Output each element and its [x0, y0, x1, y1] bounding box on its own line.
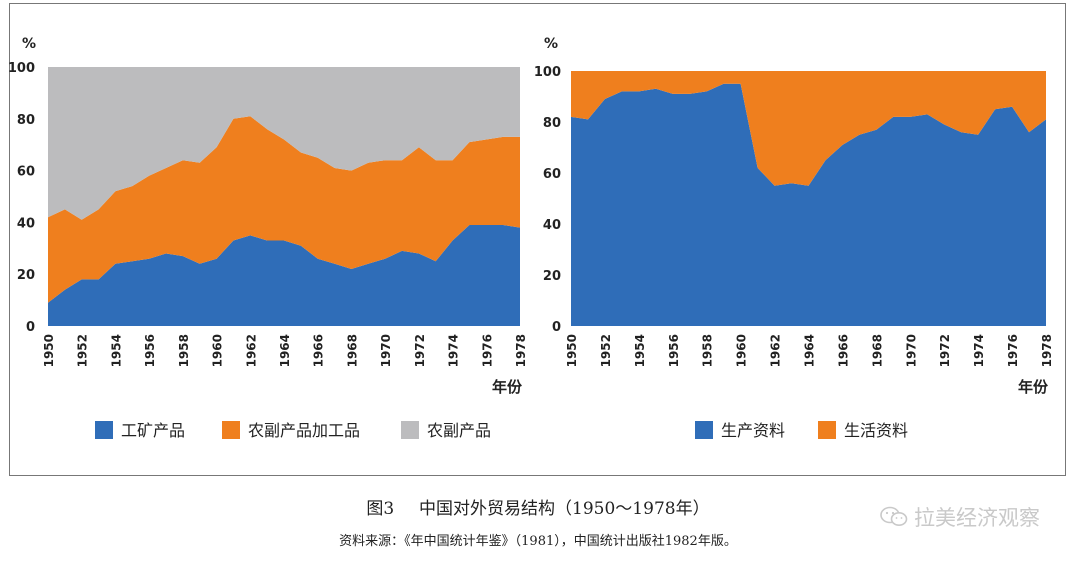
figure-frame: [9, 3, 1066, 476]
x-tick-label: 1962: [769, 334, 783, 367]
wechat-icon: [880, 506, 908, 526]
x-tick-label: 1960: [735, 334, 749, 367]
caption-title: 中国对外贸易结构（1950～1978年）: [419, 499, 710, 519]
watermark-text: 拉美经济观察: [914, 506, 1040, 530]
chart-right: 0 20 40 60 80 100% 1950 1952 1954 1956 1958 1960 196…: [534, 36, 1054, 440]
x-tick-label: 1950: [565, 334, 579, 367]
legend-swatch: [818, 421, 836, 439]
legend-label: 生产资料: [721, 421, 785, 440]
y-tick-label: 40: [543, 218, 561, 233]
x-tick-label: 1966: [836, 334, 850, 367]
legend-item: 工矿产品: [95, 421, 185, 440]
x-tick-label: 1956: [143, 334, 157, 367]
y-unit-label: %: [544, 36, 558, 52]
legend-label: 农副产品: [427, 421, 491, 440]
y-tick-label: 100: [8, 61, 35, 76]
legend-label: 生活资料: [844, 421, 908, 440]
area-series-3: [48, 67, 520, 220]
x-tick-label: 1972: [413, 334, 427, 367]
x-tick-label: 1958: [177, 334, 191, 367]
x-tick-label: 1974: [447, 334, 461, 367]
source-note: 资料来源：《年中国统计年鉴》（1981），中国统计出版社1982年版。: [339, 534, 737, 549]
caption-figure-number: 图3: [366, 499, 395, 519]
y-tick-label: 0: [26, 320, 35, 335]
x-tick-label: 1950: [42, 334, 56, 367]
x-tick-label: 1952: [599, 334, 613, 367]
y-tick-label: 20: [17, 268, 35, 283]
legend-label: 工矿产品: [121, 421, 185, 440]
y-tick-label: 20: [543, 269, 561, 284]
legend-swatch: [95, 421, 113, 439]
x-tick-label: 1956: [667, 334, 681, 367]
legend-swatch: [401, 421, 419, 439]
watermark: 拉美经济观察: [880, 502, 1040, 532]
x-tick-label: 1968: [345, 334, 359, 367]
legend-label: 农副产品加工品: [248, 421, 360, 440]
x-tick-label: 1974: [972, 334, 986, 367]
x-tick-label: 1976: [480, 334, 494, 367]
x-tick-label: 1952: [76, 334, 90, 367]
y-tick-label: 40: [17, 216, 35, 231]
x-tick-label: 1964: [278, 334, 292, 367]
area-series-1: [571, 83, 1046, 326]
legend-swatch: [222, 421, 240, 439]
figure-caption: 图3 中国对外贸易结构（1950～1978年）: [0, 494, 1076, 519]
x-tick-label: 1978: [514, 334, 528, 367]
x-axis-title: 年份: [1018, 378, 1049, 396]
legend-item: 生产资料: [695, 421, 785, 440]
x-tick-label: 1964: [803, 334, 817, 367]
x-tick-label: 1954: [109, 334, 123, 367]
x-tick-label: 1978: [1040, 334, 1054, 367]
legend-item: 生活资料: [818, 421, 908, 440]
y-tick-label: 100: [534, 65, 561, 80]
y-tick-label: 80: [17, 113, 35, 128]
x-tick-label: 1968: [870, 334, 884, 367]
area-series-1: [48, 225, 520, 326]
x-tick-label: 1960: [211, 334, 225, 367]
x-tick-label: 1970: [904, 334, 918, 367]
y-unit-label: %: [22, 36, 36, 52]
y-tick-label: 80: [543, 116, 561, 131]
area-series-2: [48, 116, 520, 303]
legend-item: 农副产品: [401, 421, 491, 440]
x-tick-label: 1958: [701, 334, 715, 367]
y-tick-label: 60: [543, 167, 561, 182]
legend-swatch: [695, 421, 713, 439]
x-tick-label: 1972: [938, 334, 952, 367]
legend-item: 农副产品加工品: [222, 421, 360, 440]
x-tick-label: 1970: [379, 334, 393, 367]
chart-left: 0 20 40 60 80 100% 1950 1952 1954 1956 1958 1960 196…: [8, 36, 528, 440]
x-tick-label: 1954: [633, 334, 647, 367]
y-tick-label: 60: [17, 165, 35, 180]
x-tick-label: 1976: [1006, 334, 1020, 367]
x-axis-title: 年份: [492, 378, 523, 396]
x-tick-label: 1962: [244, 334, 258, 367]
area-series-2: [571, 71, 1046, 186]
x-tick-label: 1966: [312, 334, 326, 367]
y-tick-label: 0: [552, 320, 561, 335]
